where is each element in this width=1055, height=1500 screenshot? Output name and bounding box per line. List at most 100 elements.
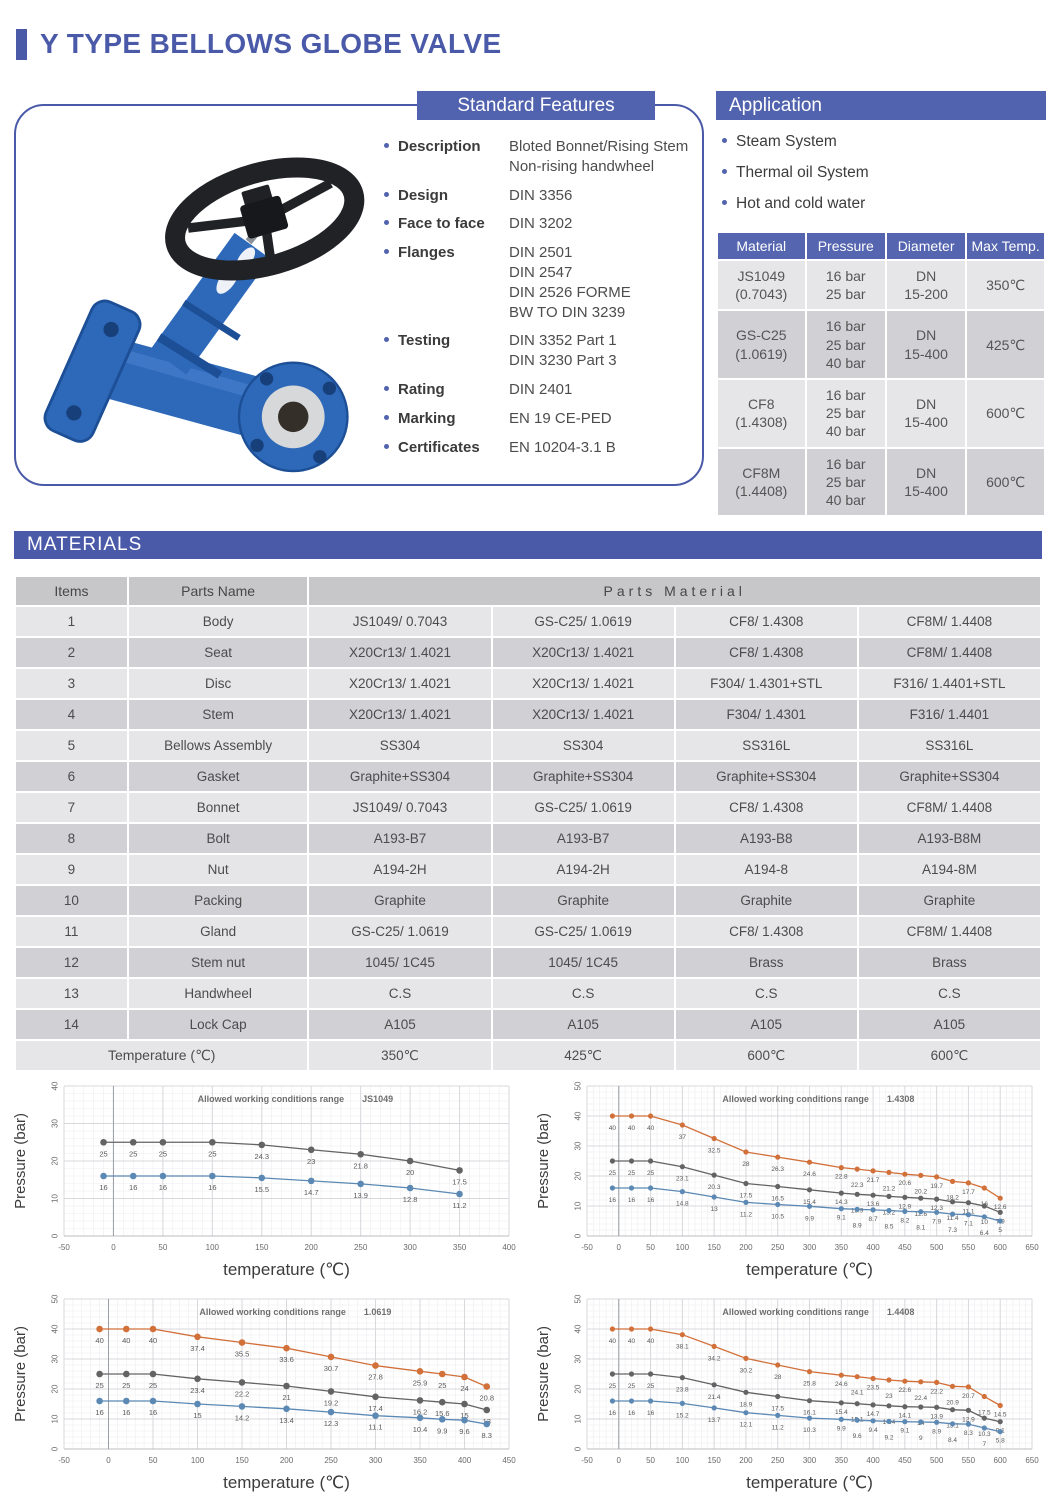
- data-point: [327, 1408, 335, 1416]
- application-table-cell: 16 bar 25 bar: [804, 258, 887, 312]
- data-point-label: 16: [628, 1197, 636, 1204]
- data-point-label: 8.4: [948, 1437, 957, 1444]
- materials-table-cell: CF8M/ 1.4408: [856, 915, 1043, 948]
- data-point-label: 25: [95, 1381, 103, 1390]
- data-point-label: 13.7: [708, 1417, 721, 1424]
- data-point: [918, 1195, 924, 1201]
- materials-table-cell: X20Cr13/ 1.4021: [307, 667, 493, 700]
- feature-label: Rating: [384, 380, 509, 400]
- data-point: [981, 1425, 987, 1431]
- materials-table-row: 8 Bolt A193-B7 A193-B7 A193-B8 A193-B8M: [14, 822, 1043, 855]
- data-point-label: 9.2: [884, 1434, 893, 1441]
- data-point: [870, 1375, 876, 1382]
- x-tick-label: 200: [280, 1456, 294, 1465]
- data-point-label: 40: [609, 1125, 617, 1132]
- data-point-label: 8.1: [916, 1225, 925, 1232]
- data-point: [997, 1195, 1003, 1201]
- col-pressure: Pressure: [804, 231, 887, 261]
- x-tick-label: 50: [646, 1456, 655, 1465]
- chart-1.0619: -50 0 50 100 150 200 250 300 350 400 450 0 10 20 30 40 5…: [12, 1293, 525, 1500]
- materials-table: Items Parts Name Parts Material 1 Body JS1…: [13, 575, 1043, 1072]
- data-point: [949, 1199, 956, 1205]
- y-tick-label: 20: [574, 1384, 583, 1393]
- data-point: [918, 1404, 924, 1410]
- data-point: [806, 1415, 813, 1421]
- data-point-label: 17.4: [368, 1404, 383, 1413]
- data-point-label: 16: [159, 1183, 167, 1192]
- data-point: [194, 1400, 201, 1408]
- materials-table-cell: Nut: [126, 853, 310, 886]
- data-point-label: 8.5: [884, 1224, 893, 1231]
- data-point: [854, 1374, 860, 1380]
- data-point: [194, 1333, 201, 1341]
- data-point-label: 15: [193, 1411, 201, 1420]
- data-point-label: 12.6: [994, 1204, 1007, 1211]
- materials-table-cell: Bellows Assembly: [126, 729, 310, 762]
- application-table-cell: DN 15-200: [884, 258, 968, 312]
- feature-row: Design DIN 3356: [384, 186, 692, 206]
- materials-table-cell: CF8/ 1.4308: [673, 791, 859, 824]
- x-tick-label: 450: [502, 1456, 516, 1465]
- data-point: [628, 1185, 635, 1191]
- data-point: [838, 1416, 844, 1422]
- materials-table-cell: Bolt: [126, 822, 310, 855]
- materials-table-row: 10 Packing Graphite Graphite Graphite Graphit…: [14, 884, 1043, 917]
- data-point-label: 11.1: [368, 1423, 382, 1432]
- data-point: [775, 1362, 781, 1368]
- data-point: [283, 1344, 290, 1352]
- data-point-label: 22.2: [930, 1388, 943, 1395]
- data-point-label: 24.6: [803, 1171, 816, 1178]
- data-point: [838, 1190, 844, 1196]
- materials-table-cell: 12: [14, 946, 129, 979]
- data-point-label: 9.1: [837, 1215, 846, 1222]
- data-point: [902, 1208, 908, 1214]
- chart-title-code: 1.0619: [364, 1307, 392, 1317]
- materials-table-cell: 4: [14, 698, 129, 731]
- data-point-label: 15: [460, 1411, 468, 1420]
- data-point: [327, 1353, 335, 1361]
- data-point-label: 7.1: [964, 1221, 973, 1228]
- data-point-label: 20.8: [479, 1394, 494, 1403]
- data-point-label: 16: [609, 1410, 617, 1417]
- data-point: [743, 1410, 749, 1416]
- data-point-label: 30.2: [740, 1367, 753, 1374]
- data-point-label: 16: [647, 1197, 655, 1204]
- data-point: [997, 1429, 1003, 1435]
- x-tick-label: 250: [771, 1456, 785, 1465]
- data-point-label: 26.3: [771, 1166, 784, 1173]
- y-axis-label: Pressure (bar): [535, 1326, 552, 1422]
- feature-row: Certificates EN 10204-3.1 B: [384, 438, 692, 458]
- x-tick-label: 100: [676, 1243, 690, 1252]
- data-point-label: 12.9: [899, 1203, 912, 1210]
- data-point: [483, 1406, 491, 1414]
- data-point: [372, 1393, 379, 1401]
- data-point: [406, 1157, 414, 1165]
- data-point: [918, 1379, 924, 1385]
- materials-table-cell: X20Cr13/ 1.4021: [307, 698, 493, 731]
- materials-table-row: 14 Lock Cap A105 A105 A105 A105: [14, 1008, 1043, 1041]
- page-header: Y TYPE BELLOWS GLOBE VALVE: [16, 28, 502, 60]
- materials-table-cell: Handwheel: [126, 977, 310, 1010]
- data-point-label: 16: [95, 1408, 103, 1417]
- data-point: [149, 1370, 157, 1378]
- x-tick-label: 200: [739, 1243, 753, 1252]
- data-point: [711, 1382, 717, 1388]
- data-point: [159, 1138, 167, 1146]
- data-point-label: 16.2: [413, 1407, 428, 1416]
- y-tick-label: 20: [51, 1156, 60, 1165]
- application-table-body: JS1049 (0.7043) 16 bar 25 bar DN 15-200 350…: [716, 258, 1046, 518]
- data-point: [806, 1398, 813, 1404]
- data-point: [628, 1398, 635, 1404]
- data-point-label: 25: [149, 1381, 157, 1390]
- data-point-label: 23: [885, 1393, 893, 1400]
- data-point: [609, 1113, 616, 1119]
- feature-label: Certificates: [384, 438, 509, 458]
- data-point-label: 9.1: [900, 1428, 909, 1435]
- x-tick-label: 150: [707, 1243, 721, 1252]
- data-point: [886, 1377, 892, 1383]
- data-point-label: 22.3: [851, 1182, 864, 1189]
- application-table-row: CF8M (1.4408) 16 bar 25 bar 40 bar DN 15-4…: [716, 446, 1046, 518]
- materials-table-cell: GS-C25/ 1.0619: [307, 915, 493, 948]
- data-point: [870, 1207, 876, 1213]
- application-table-header-row: Material Pressure Diameter Max Temp.: [716, 231, 1046, 261]
